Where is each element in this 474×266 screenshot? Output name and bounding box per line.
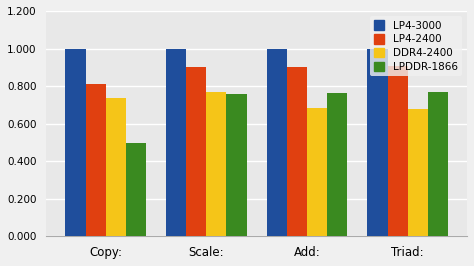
Bar <box>186 67 206 236</box>
Bar <box>408 109 428 236</box>
Bar <box>106 98 126 236</box>
Bar <box>428 92 448 236</box>
Bar <box>166 48 186 236</box>
Bar <box>327 93 347 236</box>
Bar <box>287 67 307 236</box>
Bar <box>388 66 408 236</box>
Bar <box>206 92 227 236</box>
Bar <box>367 48 388 236</box>
Bar <box>267 48 287 236</box>
Bar <box>65 48 85 236</box>
Legend: LP4-3000, LP4-2400, DDR4-2400, LPDDR-1866: LP4-3000, LP4-2400, DDR4-2400, LPDDR-186… <box>370 16 462 76</box>
Bar <box>227 94 246 236</box>
Bar <box>126 143 146 236</box>
Bar <box>307 108 327 236</box>
Bar <box>85 84 106 236</box>
